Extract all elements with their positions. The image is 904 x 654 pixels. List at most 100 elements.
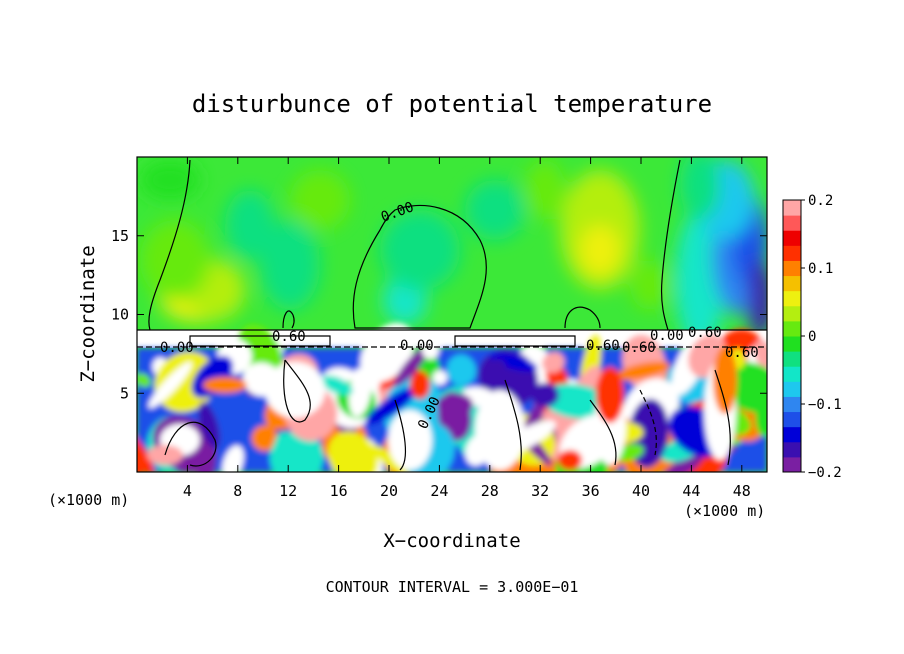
contour-labels: 0.00 0.60 0.60 0.00 0.60 0.00 0.00 0.60 … xyxy=(160,199,759,431)
field-patch xyxy=(748,260,767,340)
x-axis-label: X−coordinate xyxy=(383,530,520,552)
field-patch xyxy=(198,402,220,449)
field-patch xyxy=(327,431,378,472)
field-patch xyxy=(290,170,350,230)
field-patch xyxy=(432,370,448,386)
field-patch xyxy=(225,190,275,260)
field-patch xyxy=(596,367,624,423)
colorbar-tick-label: 0.2 xyxy=(808,193,833,209)
field-patch xyxy=(630,260,670,310)
field-patch xyxy=(140,220,210,300)
contour-lower-5 xyxy=(589,399,617,466)
y-axis-label: Z−coordinate xyxy=(77,245,99,382)
field-patch xyxy=(260,220,320,310)
field-patch xyxy=(465,180,525,240)
x-tick-label: 12 xyxy=(279,482,297,500)
plot-area: 0.00 0.60 0.60 0.00 0.60 0.00 0.00 0.60 … xyxy=(137,157,767,472)
field-patch xyxy=(380,210,460,290)
x-tick-label: 36 xyxy=(582,482,600,500)
contour-lower-2 xyxy=(283,359,311,423)
colorbar-swatch xyxy=(783,426,801,443)
contour-bump xyxy=(564,306,601,329)
y-tick-label: 5 xyxy=(120,384,129,402)
colorbar-swatch xyxy=(783,275,801,292)
field-patch xyxy=(203,377,247,393)
x-tick-label: 20 xyxy=(380,482,398,500)
x-tick-label: 16 xyxy=(330,482,348,500)
y-tick-label: 15 xyxy=(111,227,129,245)
field-patch xyxy=(487,358,507,381)
field-patch xyxy=(394,345,429,387)
x-tick-label: 24 xyxy=(430,482,448,500)
colorbar-tick-label: 0 xyxy=(808,329,816,345)
contour-label: 0.60 xyxy=(586,338,620,354)
colorbar-swatch xyxy=(783,200,801,216)
field-patch xyxy=(446,354,476,386)
field-patch xyxy=(360,323,415,383)
contour-lower-dash xyxy=(639,389,657,456)
field-patch xyxy=(489,352,538,372)
contour-bump-small xyxy=(282,310,295,329)
colorbar-swatch xyxy=(783,381,801,397)
field-patch xyxy=(713,346,737,414)
colorbar-swatch xyxy=(783,320,801,337)
field-patch xyxy=(531,383,559,407)
field-patch xyxy=(191,355,233,399)
colorbar: 0.2 0.1 0 −0.1 −0.2 xyxy=(782,193,842,481)
contour-box-2 xyxy=(454,335,576,347)
contour-box-1 xyxy=(189,335,331,347)
y-tick-label: 10 xyxy=(111,306,129,324)
colorbar-tick-label: −0.2 xyxy=(808,465,842,481)
contour-zero-right xyxy=(660,159,681,331)
contour-lower-1 xyxy=(164,421,217,467)
contour-label: 0.00 xyxy=(160,340,194,356)
field-patch xyxy=(421,341,440,359)
field-patch xyxy=(265,362,325,418)
field-patch xyxy=(388,410,432,470)
colorbar-swatch xyxy=(783,305,801,322)
colorbar-swatch xyxy=(783,441,801,458)
field-patch xyxy=(137,429,154,472)
contour-label: 0.00 xyxy=(400,338,434,354)
field-patch xyxy=(615,361,670,381)
colorbar-swatch xyxy=(783,456,801,473)
field-patch xyxy=(410,371,430,399)
contour-lower-6 xyxy=(714,369,731,466)
contour-lower-3 xyxy=(394,399,406,471)
colorbar-swatch xyxy=(783,351,801,367)
chart-title: disturbunce of potential temperature xyxy=(192,90,712,118)
field-patch xyxy=(580,225,620,275)
contour-label: 0.60 xyxy=(272,329,306,345)
contour-label: 0.60 xyxy=(725,345,759,361)
field-patch xyxy=(525,160,565,220)
colorbar-swatch xyxy=(783,260,801,277)
stable-layer-band xyxy=(137,330,767,348)
field-patch xyxy=(321,375,353,396)
field-patch xyxy=(542,352,565,373)
x-tick-label: 8 xyxy=(233,482,242,500)
colorbar-swatch xyxy=(783,290,801,307)
upper-field xyxy=(140,157,767,350)
contour-zero-left xyxy=(148,159,191,331)
field-patch xyxy=(251,425,278,452)
field-patch xyxy=(137,373,151,388)
colorbar-swatch xyxy=(783,230,801,246)
contour-label: 0.60 xyxy=(622,340,656,356)
colorbar-tick-label: 0.1 xyxy=(808,261,833,277)
colorbar-swatch xyxy=(783,411,801,428)
x-tick-label: 40 xyxy=(632,482,650,500)
turbulent-field xyxy=(137,323,767,472)
field-patch xyxy=(558,450,582,470)
contour-label: 0.60 xyxy=(688,325,722,341)
field-patch xyxy=(437,393,473,417)
x-tick-label: 44 xyxy=(682,482,700,500)
colorbar-tick-label: −0.1 xyxy=(808,397,842,413)
x-tick-label: 4 xyxy=(183,482,192,500)
x-tick-label: 48 xyxy=(733,482,751,500)
colorbar-swatch xyxy=(783,396,801,413)
field-patch xyxy=(365,386,418,425)
contour-lower-4 xyxy=(504,379,522,471)
x-unit-right: (×1000 m) xyxy=(684,502,765,520)
field-patch xyxy=(348,367,372,417)
